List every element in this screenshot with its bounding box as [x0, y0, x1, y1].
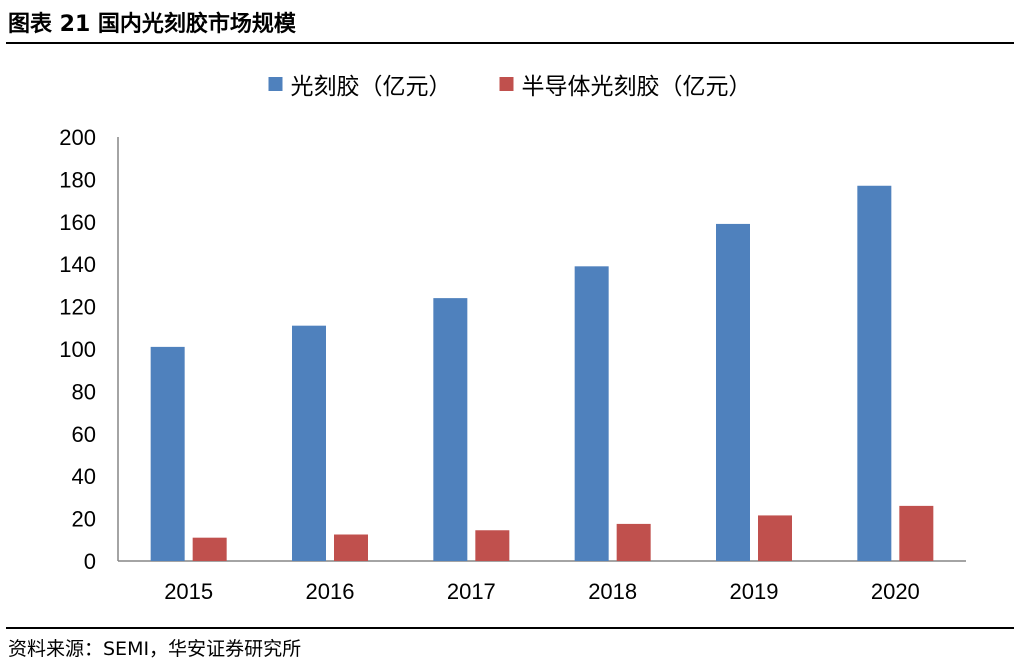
y-tick-label: 80 [72, 379, 96, 404]
bars [150, 185, 934, 562]
bar-series-1-2020 [857, 185, 892, 561]
bar-series-2-2017 [475, 530, 510, 561]
bar-series-1-2017 [433, 298, 468, 561]
y-tick-label: 60 [72, 422, 96, 447]
y-axis: 0 20 40 60 80 100 120 140 160 180 200 [59, 125, 119, 574]
y-tick-label: 180 [59, 167, 96, 192]
y-tick-label: 200 [59, 125, 96, 150]
bar-series-2-2015 [192, 537, 227, 561]
y-tick-label: 40 [72, 464, 96, 489]
bar-series-2-2020 [899, 505, 934, 561]
y-tick-label: 140 [59, 252, 96, 277]
y-tick-label: 160 [59, 210, 96, 235]
source-rule [6, 627, 1014, 629]
title-rule [6, 42, 1014, 44]
bar-series-1-2016 [292, 325, 326, 561]
legend-swatch-series-1 [268, 77, 283, 91]
x-axis: 2015 2016 2017 2018 2019 2020 [118, 560, 966, 604]
legend-label: 光刻胶（亿元） [291, 74, 452, 100]
y-tick-label: 100 [59, 337, 96, 362]
source-note: 资料来源：SEMI，华安证券研究所 [8, 638, 302, 660]
x-tick-label: 2016 [306, 579, 355, 604]
bar-series-1-2015 [150, 346, 185, 561]
bar-series-1-2018 [574, 266, 609, 561]
x-tick-label: 2019 [730, 579, 779, 604]
x-tick-label: 2015 [164, 579, 213, 604]
bar-series-2-2018 [616, 523, 651, 561]
x-tick-label: 2017 [447, 579, 496, 604]
y-tick-label: 0 [84, 549, 96, 574]
bar-chart: 光刻胶（亿元） 半导体光刻胶（亿元） 0 20 40 60 80 100 120 140 160 1… [59, 74, 966, 604]
x-tick-label: 2020 [871, 579, 920, 604]
legend-label: 半导体光刻胶（亿元） [522, 74, 752, 100]
legend-swatch-series-2 [499, 77, 514, 91]
bar-series-2-2019 [758, 515, 792, 561]
legend: 光刻胶（亿元） 半导体光刻胶（亿元） [268, 74, 752, 100]
y-tick-label: 20 [72, 507, 96, 532]
y-tick-label: 120 [59, 295, 96, 320]
figure-title: 图表 21 国内光刻胶市场规模 [8, 12, 296, 37]
x-tick-label: 2018 [588, 579, 637, 604]
bar-series-2-2016 [334, 534, 368, 561]
bar-series-1-2019 [716, 223, 750, 562]
